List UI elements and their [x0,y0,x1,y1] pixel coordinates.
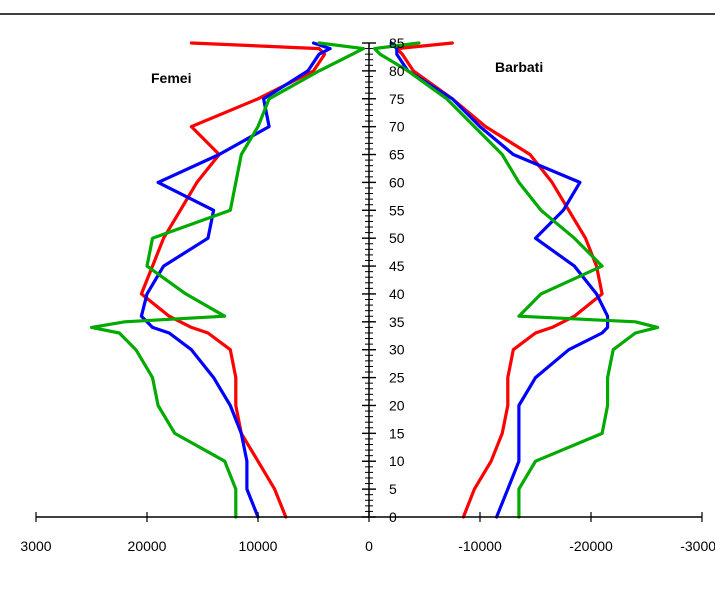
x-tick-label: 10000 [239,538,278,554]
x-tick-label: 0 [365,538,373,554]
y-tick-label: 5 [389,481,397,497]
y-tick-label: 55 [389,202,405,218]
series-layer [89,41,660,519]
y-tick-label: 20 [389,397,405,413]
y-tick-label: 75 [389,91,405,107]
y-tick-label: 25 [389,370,405,386]
x-tick-label: 20000 [128,538,167,554]
y-tick-label: 80 [389,63,405,79]
y-tick-label: 35 [389,314,405,330]
y-tick-label: 60 [389,174,405,190]
y-tick-label: 65 [389,147,405,163]
series-line-men-3 [373,41,660,519]
y-tick-label: 15 [389,425,405,441]
y-tick-label: 0 [389,509,397,525]
y-tick-label: 45 [389,258,405,274]
series-line-women-2 [139,41,332,519]
group-label-men: Barbati [495,59,543,75]
y-tick-label: 50 [389,230,405,246]
y-tick-label: 85 [389,35,405,51]
y-tick-label: 10 [389,453,405,469]
series-line-women-3 [89,41,365,519]
y-tick-label: 70 [389,119,405,135]
y-tick-label: 30 [389,342,405,358]
x-tick-label: -10000 [458,538,502,554]
group-label-women: Femei [151,70,191,86]
y-tick-label: 40 [389,286,405,302]
x-tick-label: 3000 [20,538,51,554]
series-line-men-2 [389,41,610,519]
x-tick-label: -20000 [569,538,613,554]
